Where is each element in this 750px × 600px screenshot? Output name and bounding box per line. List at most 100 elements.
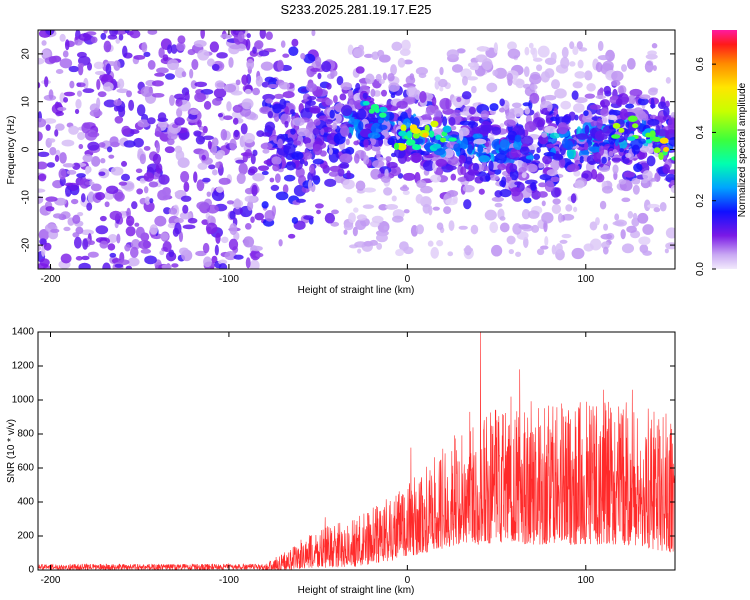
heatmap-blob [363,155,370,165]
heatmap-blob [473,138,487,145]
heatmap-blob [248,166,258,174]
heatmap-blob [211,143,217,156]
heatmap-hotspot [378,106,388,113]
heatmap-blob [588,160,595,165]
heatmap-blob [99,240,109,249]
heatmap-blob [387,137,395,145]
heatmap-blob [325,98,333,106]
heatmap-blob [82,88,95,94]
heatmap-blob [574,71,586,79]
heatmap-blob [244,195,257,203]
heatmap-blob [270,184,280,192]
heatmap-blob [363,53,374,59]
heatmap-blob [106,146,113,153]
heatmap-blob [80,193,86,203]
heatmap-blob [515,79,525,89]
heatmap-blob [617,85,627,95]
heatmap-blob [124,244,131,252]
heatmap-blob [584,70,593,81]
heatmap-blob [230,90,243,96]
heatmap-blob [544,125,557,134]
heatmap-blob [87,62,93,71]
heatmap-blob [284,106,290,115]
heatmap-blob [105,63,112,75]
heatmap-blob [446,49,460,59]
heatmap-blob [41,40,47,46]
heatmap-blob [458,154,467,164]
heatmap-blob [308,179,313,191]
heatmap-blob [646,155,656,167]
heatmap-blob [261,201,269,209]
heatmap-blob [114,263,124,268]
heatmap-blob [148,181,159,188]
heatmap-blob [340,125,350,138]
heatmap-blob [657,101,667,110]
heatmap-blob [133,54,146,60]
heatmap-blob [664,248,669,254]
heatmap-blob [460,68,472,79]
heatmap-blob [195,135,206,145]
heatmap-blob [468,120,476,126]
heatmap-blob [550,52,557,62]
heatmap-blob [89,109,103,117]
snr-y-axis-label: SNR (10 * v/v) [6,419,17,483]
heatmap-blob [187,217,198,224]
heatmap-blob [317,72,322,80]
heatmap-blob [95,191,106,201]
heatmap-blob [584,93,596,99]
heatmap-blob [443,206,452,214]
heatmap-blob [621,243,635,254]
heatmap-blob [552,198,561,205]
heatmap-hotspot [652,136,662,142]
heatmap-blob [653,207,661,213]
heatmap-blob [667,117,675,129]
heatmap-hotspot [374,108,380,114]
heatmap-blob [193,39,207,48]
heatmap-blob [460,137,468,149]
heatmap-blob [499,179,506,187]
heatmap-blob [560,100,572,110]
heatmap-blob [149,224,158,235]
heatmap-blob [467,143,473,155]
heatmap-blob [283,174,296,182]
heatmap-blob [262,148,270,154]
heatmap-blob [319,150,327,157]
heatmap-blob [626,225,637,234]
heatmap-blob [147,117,156,125]
heatmap-blob [331,209,339,215]
heatmap-blob [208,164,216,170]
heatmap-blob [191,59,199,71]
heatmap-blob [139,153,146,165]
heatmap-blob [252,173,265,182]
heatmap-blob [229,138,237,151]
heatmap-blob [415,67,428,76]
heatmap-blob [523,66,530,78]
heatmap-blob [403,209,410,214]
heatmap-blob [531,224,540,233]
heatmap-blob [83,77,89,90]
heatmap-blob [54,154,60,162]
heatmap-blob [573,206,578,213]
heatmap-blob [589,221,598,231]
heatmap-blob [465,156,473,165]
heatmap-blob [536,64,543,72]
heatmap-blob [471,85,477,94]
heatmap-blob [355,66,365,74]
heatmap-blob [315,56,322,67]
heatmap-blob [180,195,192,202]
heatmap-blob [551,203,562,215]
heatmap-blob [537,163,545,169]
heatmap-blob [665,100,670,108]
heatmap-blob [514,181,522,186]
heatmap-blob [290,128,296,135]
heatmap-blob [662,164,671,174]
heatmap-blob [321,61,332,73]
heatmap-hotspot [632,123,639,129]
heatmap-blob [599,200,607,210]
heatmap-blob [312,175,320,181]
heatmap-blob [226,101,232,112]
heatmap-blob [167,44,173,54]
heatmap-blob [96,97,101,109]
heatmap-blob [69,80,75,89]
